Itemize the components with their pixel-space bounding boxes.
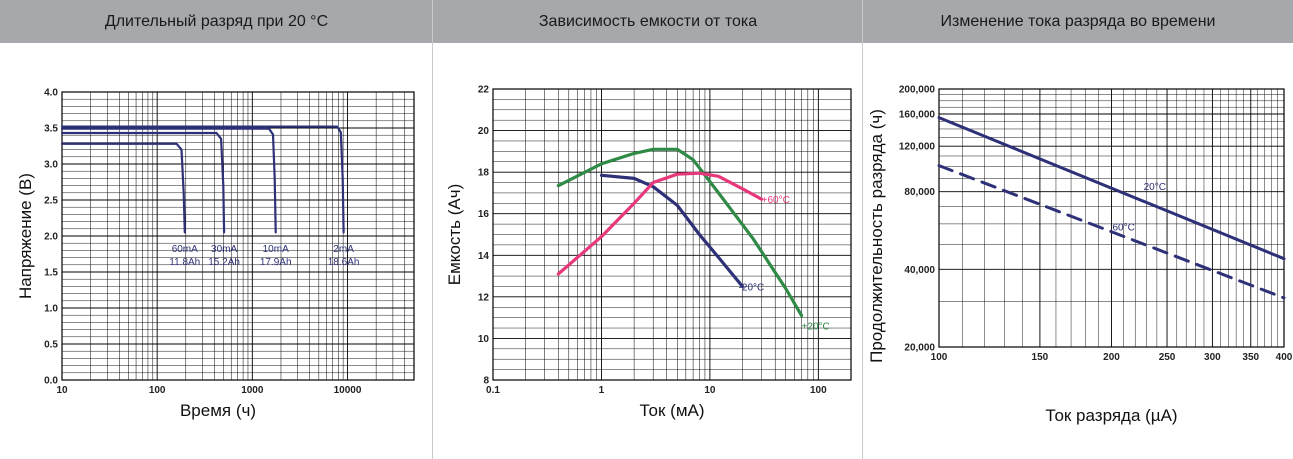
- series-line: [937, 116, 1286, 261]
- current-time-chart: 20,000 40,000 80,000 120,000 160,000 200,000 1…: [867, 85, 1293, 426]
- series-label: 2mA: [333, 244, 354, 255]
- series-capacity-label: 15.2Ah: [208, 257, 240, 268]
- y-tick-label: 12: [478, 292, 490, 303]
- x-tick-label: 100: [931, 352, 948, 363]
- y-axis-label: Напряжение (В): [16, 173, 35, 299]
- chart-panel-current-time: 20,000 40,000 80,000 120,000 160,000 200,000 1…: [863, 43, 1293, 459]
- chart-panel-capacity: 8 10 12 14 16 18 20 22 0.1 1 10 100 -20°C +20°C +60°C Т…: [433, 43, 862, 459]
- x-tick-label: 100: [149, 385, 166, 396]
- series-capacity-label: 17.9Ah: [260, 257, 292, 268]
- series-line: [556, 147, 804, 318]
- y-axis-label: Емкость (Ач): [445, 184, 464, 286]
- capacity-chart: 8 10 12 14 16 18 20 22 0.1 1 10 100 -20°C +20°C +60°C Т…: [445, 85, 852, 420]
- x-tick-label: 0.1: [486, 385, 500, 396]
- y-tick-label: 8: [483, 376, 489, 387]
- chart-panel-discharge: 0.0 0.5 1.0 1.5 2.0 2.5 3.0 3.5 4.0 10 100 1000 1000…: [0, 43, 432, 459]
- series-line: [556, 171, 764, 276]
- x-tick-label: 300: [1204, 352, 1221, 363]
- series-line: [60, 142, 186, 234]
- y-tick-label: 160,000: [899, 110, 936, 121]
- series-label: +20°C: [802, 322, 830, 333]
- x-tick-label: 1: [599, 385, 605, 396]
- x-tick-label: 1000: [241, 385, 264, 396]
- y-tick-label: 14: [478, 251, 490, 262]
- series-capacity-label: 11.8Ah: [169, 257, 200, 268]
- y-tick-label: 22: [478, 85, 490, 96]
- header-title-long-discharge: Длительный разряд при 20 °С: [104, 13, 329, 30]
- discharge-chart: 0.0 0.5 1.0 1.5 2.0 2.5 3.0 3.5 4.0 10 100 1000 1000…: [16, 88, 415, 420]
- x-tick-label: 150: [1032, 352, 1049, 363]
- y-tick-label: 20,000: [904, 343, 935, 354]
- y-tick-label: 16: [478, 209, 490, 220]
- x-tick-label: 200: [1103, 352, 1120, 363]
- x-axis-label: Ток (мА): [639, 401, 704, 420]
- series-line: [599, 173, 745, 289]
- series-label: 60mA: [172, 244, 198, 255]
- column-divider: [432, 0, 433, 459]
- series-line: [60, 127, 277, 234]
- y-axis-label: Продолжительность разряда (ч): [867, 109, 886, 363]
- y-tick-label: 0.5: [44, 340, 58, 351]
- x-axis-label: Ток разряда (µA): [1045, 406, 1177, 425]
- y-tick-label: 200,000: [899, 85, 936, 96]
- y-tick-label: 10: [478, 334, 490, 345]
- y-tick-label: 1.5: [44, 268, 58, 279]
- x-tick-label: 350: [1242, 352, 1259, 363]
- x-tick-label: 10000: [334, 385, 362, 396]
- y-tick-label: 2.0: [44, 232, 58, 243]
- plot-frame: [938, 88, 1285, 348]
- y-tick-label: 2.5: [44, 196, 58, 207]
- y-tick-label: 120,000: [899, 142, 936, 153]
- y-tick-label: 40,000: [904, 265, 935, 276]
- series-label: 60°C: [1112, 223, 1134, 234]
- y-tick-label: 3.5: [44, 124, 58, 135]
- x-tick-label: 10: [56, 385, 68, 396]
- series-label: 30mA: [211, 244, 237, 255]
- series-label: 10mA: [263, 244, 289, 255]
- y-tick-label: 3.0: [44, 160, 58, 171]
- x-axis-label: Время (ч): [180, 401, 256, 420]
- y-tick-label: 20: [478, 126, 490, 137]
- y-tick-label: 4.0: [44, 88, 58, 99]
- x-tick-label: 100: [810, 385, 827, 396]
- table-header: Длительный разряд при 20 °С Зависимость …: [0, 0, 1293, 43]
- header-title-current-over-time: Изменение тока разряда во времени: [940, 13, 1216, 30]
- series-label: +60°C: [762, 195, 790, 206]
- plot-frame: [492, 88, 852, 381]
- x-tick-label: 400: [1276, 352, 1293, 363]
- series-capacity-label: 18.6Ah: [328, 257, 360, 268]
- series-line: [60, 131, 226, 234]
- plot-frame: [61, 91, 415, 381]
- series-label: -20°C: [739, 282, 765, 293]
- series-line: [60, 125, 345, 234]
- x-tick-label: 250: [1159, 352, 1176, 363]
- y-tick-label: 0.0: [44, 376, 58, 387]
- y-tick-label: 1.0: [44, 304, 58, 315]
- x-tick-label: 10: [704, 385, 716, 396]
- column-divider: [862, 0, 863, 459]
- header-title-capacity-vs-current: Зависимость емкости от тока: [538, 13, 758, 30]
- series-label: 20°C: [1144, 182, 1166, 193]
- y-tick-label: 18: [478, 168, 490, 179]
- y-tick-label: 80,000: [904, 187, 935, 198]
- series-line: [937, 164, 1286, 300]
